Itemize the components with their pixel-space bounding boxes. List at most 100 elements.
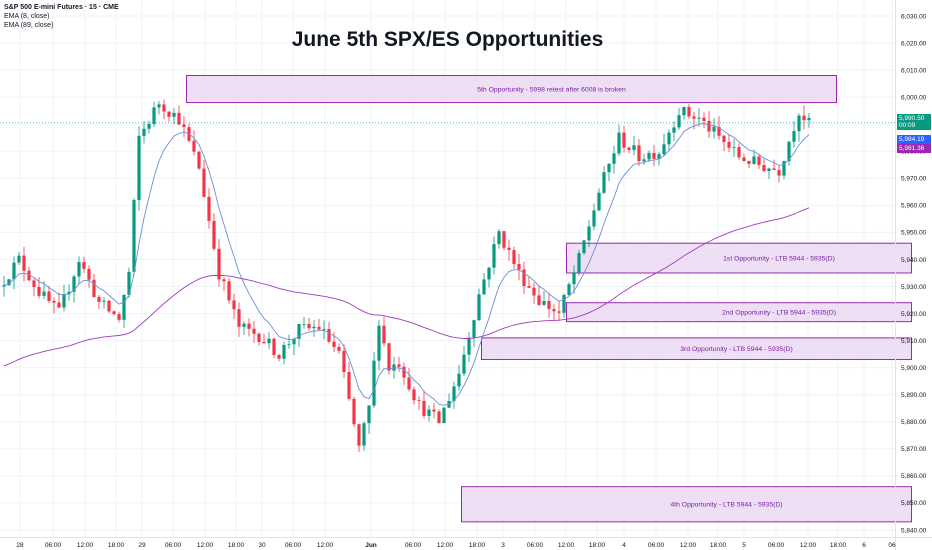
candle-body	[112, 311, 116, 315]
x-tick-label: 5	[742, 542, 746, 549]
candle-body	[217, 248, 221, 280]
candle-body	[387, 343, 391, 371]
candle-body	[667, 132, 671, 145]
candle-body	[712, 126, 716, 132]
candlesticks	[2, 99, 811, 453]
candle-body	[337, 346, 341, 351]
candle-body	[37, 286, 41, 296]
candle-body	[457, 373, 461, 387]
candle-body	[417, 400, 421, 401]
candle-body	[377, 325, 381, 361]
candle-body	[362, 423, 366, 446]
x-tick-label: 4	[622, 542, 626, 549]
candle-body	[52, 300, 56, 303]
candle-body	[297, 324, 301, 339]
candle-body	[367, 405, 371, 424]
candle-body	[22, 255, 26, 271]
ema-fast-price-tag: 5,984.19	[897, 134, 931, 144]
x-tick-label: 28	[16, 542, 24, 549]
candle-body	[702, 117, 706, 121]
candle-body	[787, 141, 791, 162]
candle-body	[682, 106, 686, 116]
candle-body	[492, 244, 496, 268]
y-tick-label: 5,960.00	[901, 203, 927, 210]
candle-body	[2, 285, 6, 287]
candle-body	[287, 344, 291, 346]
candle-body	[782, 161, 786, 176]
x-tick-label: 18:00	[469, 542, 486, 549]
candle-body	[607, 163, 611, 173]
candle-body	[247, 323, 251, 329]
candle-body	[327, 328, 331, 342]
candle-body	[172, 112, 176, 117]
candle-body	[147, 124, 151, 129]
y-tick-label: 5,850.00	[901, 500, 927, 507]
y-tick-label: 5,930.00	[901, 284, 927, 291]
y-axis: 6,030.006,020.006,010.006,000.005,990.00…	[895, 0, 927, 550]
opportunity-zones: 5th Opportunity - 5998 retest after 6008…	[186, 75, 912, 523]
x-tick-label: 3	[501, 542, 505, 549]
x-tick-label: 06:00	[405, 542, 422, 549]
candle-body	[67, 291, 71, 295]
x-tick-label: 30	[258, 542, 266, 549]
candle-body	[537, 295, 541, 305]
candle-body	[317, 326, 321, 330]
y-tick-label: 6,010.00	[901, 67, 927, 74]
x-tick-label: 18:00	[710, 542, 727, 549]
candle-body	[677, 115, 681, 128]
candle-body	[167, 111, 171, 117]
y-tick-label: 5,910.00	[901, 338, 927, 345]
candle-body	[322, 328, 326, 330]
candle-body	[572, 272, 576, 285]
candle-body	[517, 264, 521, 270]
ema-slow-price-tag: 5,981.36	[897, 143, 931, 153]
zone-label: 3rd Opportunity - LTB 5944 - 5935(D)	[680, 346, 792, 353]
ema-slow-legend: EMA (89, close)	[4, 22, 54, 29]
candle-body	[137, 135, 141, 201]
opportunity-zone: 1st Opportunity - LTB 5944 - 5935(D)	[566, 242, 912, 274]
candle-body	[17, 255, 21, 263]
candle-body	[757, 156, 761, 166]
candle-body	[302, 324, 306, 325]
candle-body	[642, 159, 646, 162]
candle-body	[442, 407, 446, 424]
candle-body	[472, 320, 476, 338]
candle-body	[7, 279, 11, 286]
candle-body	[32, 280, 36, 287]
candle-body	[582, 240, 586, 254]
opportunity-zone: 3rd Opportunity - LTB 5944 - 5935(D)	[481, 337, 912, 361]
candle-body	[342, 350, 346, 373]
chart-legend: S&P 500 E-mini Futures · 15 · CME EMA (8…	[4, 3, 119, 30]
candle-body	[477, 294, 481, 321]
ema-fast-legend: EMA (8, close)	[4, 13, 50, 20]
x-tick-label: 06:00	[285, 542, 302, 549]
x-tick-label: 06	[888, 542, 896, 549]
candle-body	[657, 154, 661, 159]
candle-body	[152, 107, 156, 125]
candle-body	[372, 360, 376, 406]
zone-box	[461, 486, 912, 523]
candle-body	[242, 323, 246, 327]
y-tick-label: 5,870.00	[901, 446, 927, 453]
y-tick-label: 5,940.00	[901, 257, 927, 264]
candle-body	[357, 424, 361, 446]
y-tick-label: 6,020.00	[901, 40, 927, 47]
x-tick-label: 12:00	[197, 542, 214, 549]
x-tick-label: 6	[862, 542, 866, 549]
candle-body	[602, 172, 606, 193]
candle-body	[157, 104, 161, 108]
candle-body	[227, 281, 231, 301]
candle-body	[117, 314, 121, 320]
x-tick-label: 18:00	[108, 542, 125, 549]
candle-body	[732, 147, 736, 148]
candle-body	[567, 284, 571, 295]
candle-body	[412, 389, 416, 401]
candle-body	[272, 338, 276, 356]
candle-body	[432, 409, 436, 412]
candle-body	[777, 169, 781, 176]
zone-box	[566, 242, 912, 274]
candle-body	[452, 386, 456, 401]
candle-body	[807, 117, 811, 121]
candle-body	[497, 231, 501, 245]
